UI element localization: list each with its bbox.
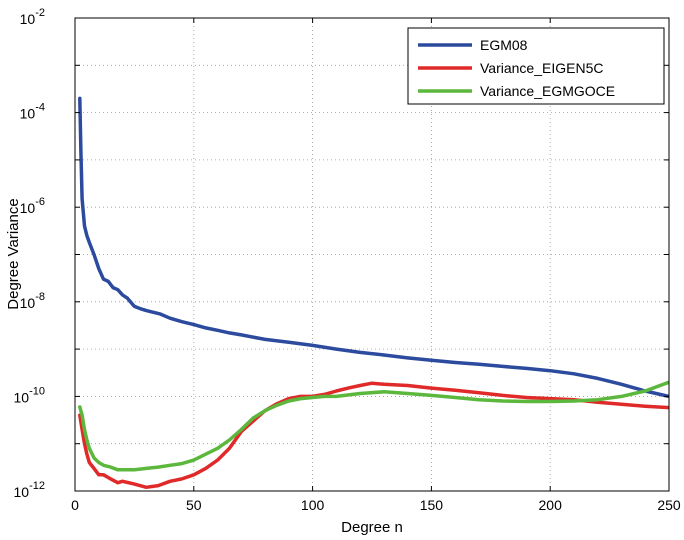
y-tick-label: 10-12 xyxy=(14,480,45,500)
legend-label: Variance_EIGEN5C xyxy=(480,60,603,76)
grid-lines xyxy=(75,18,669,491)
y-tick-label: 10-2 xyxy=(20,7,45,27)
x-tick-label: 0 xyxy=(71,497,79,513)
y-tick-label: 10-10 xyxy=(14,385,45,405)
y-tick-labels: 10-12 10-10 10-8 10-6 10-4 10-2 xyxy=(14,7,45,500)
tick-marks xyxy=(74,17,670,492)
series-line-2 xyxy=(78,380,669,472)
x-tick-label: 100 xyxy=(301,497,325,513)
series-line-0 xyxy=(78,96,669,399)
x-tick-label: 200 xyxy=(539,497,563,513)
x-axis-label: Degree n xyxy=(341,519,403,536)
x-tick-label: 250 xyxy=(657,497,681,513)
x-tick-labels: 0 50 100 150 200 250 xyxy=(71,497,681,513)
y-tick-label: 10-8 xyxy=(20,291,45,311)
legend: EGM08 Variance_EIGEN5C Variance_EGMGOCE xyxy=(407,27,665,105)
x-tick-label: 150 xyxy=(420,497,444,513)
series-lines xyxy=(78,96,669,490)
x-tick-label: 50 xyxy=(186,497,202,513)
legend-label: EGM08 xyxy=(480,37,528,53)
y-tick-label: 10-4 xyxy=(20,102,45,122)
y-tick-label: 10-6 xyxy=(20,196,45,216)
legend-label: Variance_EGMGOCE xyxy=(480,83,615,99)
y-axis-label: Degree Variance xyxy=(5,198,22,309)
